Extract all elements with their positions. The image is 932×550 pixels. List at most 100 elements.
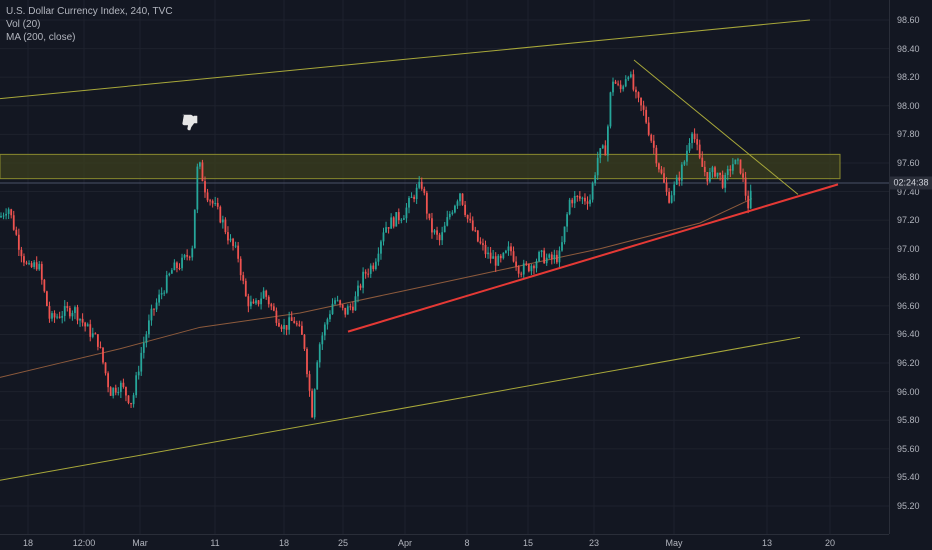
candle-body — [278, 322, 280, 327]
candle-body — [464, 204, 466, 215]
candle-body — [153, 308, 155, 310]
candle-body — [196, 166, 199, 210]
candle-body — [678, 177, 681, 181]
candle-body — [165, 275, 168, 293]
candle-body — [334, 300, 336, 304]
candle-body — [71, 312, 74, 317]
candle-body — [568, 199, 571, 215]
legend-volume-line[interactable]: Vol (20) — [6, 19, 41, 30]
candle-body — [714, 167, 716, 177]
candle-body — [716, 172, 719, 177]
price-axis[interactable]: 95.20 95.40 95.60 95.80 96.00 96.20 96.40 96.60… — [889, 0, 932, 534]
candle-body — [214, 202, 217, 204]
price-tick-label: 96.00 — [897, 386, 920, 397]
candle-body — [298, 324, 301, 326]
candle-body — [484, 244, 487, 255]
candle-body — [132, 395, 135, 405]
candle-body — [698, 144, 701, 158]
candle-body — [89, 324, 92, 337]
candle-body — [742, 173, 744, 178]
candle-body — [591, 183, 594, 200]
candle-body — [267, 296, 270, 305]
candle-body — [581, 197, 584, 199]
candle-body — [288, 317, 291, 330]
candle-body — [517, 266, 520, 274]
candle-body — [104, 362, 107, 374]
candle-body — [329, 314, 331, 320]
candle-body — [58, 316, 61, 318]
candle-body — [275, 310, 278, 323]
candle-body — [86, 324, 89, 327]
candle-body — [614, 81, 617, 84]
candle-body — [622, 86, 625, 90]
candle-body — [109, 387, 112, 396]
time-axis[interactable]: 18 12:00 Mar 11 18 25 Apr 8 15 23 May 13 20 — [0, 534, 889, 550]
candle-body — [53, 313, 56, 318]
candle-body — [10, 209, 13, 216]
moving-average-line — [0, 198, 753, 378]
candle-body — [619, 84, 622, 90]
candle-body — [607, 126, 609, 156]
candle-body — [627, 77, 630, 80]
candle-body — [642, 105, 645, 110]
candle-body — [400, 219, 403, 221]
price-tick-label: 96.60 — [897, 300, 920, 311]
candle-body — [354, 296, 357, 311]
candle-body — [216, 202, 219, 207]
candle-body — [130, 403, 132, 405]
candle-body — [586, 201, 589, 204]
candle-body — [492, 256, 495, 259]
price-tick-label: 97.40 — [897, 186, 920, 197]
candle-body — [749, 190, 752, 209]
legend-symbol-line[interactable]: U.S. Dollar Currency Index, 240, TVC — [6, 6, 173, 17]
candle-body — [163, 292, 166, 294]
candle-body — [336, 300, 339, 302]
candle-body — [181, 257, 183, 269]
candle-body — [545, 257, 548, 264]
time-tick-label: 8 — [464, 538, 470, 548]
candle-body — [107, 373, 109, 388]
candle-body — [387, 227, 390, 229]
candle-body — [629, 74, 632, 78]
price-countdown-label: 02:24:38 — [890, 176, 932, 190]
candle-body — [668, 191, 670, 203]
candle-body — [339, 300, 342, 305]
candle-body — [438, 234, 441, 241]
candle-body — [357, 285, 359, 297]
legend-ma-line[interactable]: MA (200, close) — [6, 32, 76, 43]
candle-body — [507, 246, 510, 251]
candle-body — [731, 164, 734, 171]
candle-body — [102, 347, 104, 363]
candle-body — [369, 265, 372, 274]
candle-body — [283, 325, 285, 330]
candle-body — [688, 143, 691, 151]
candle-body — [497, 255, 500, 266]
time-tick-label: 25 — [337, 538, 349, 548]
candle-body — [257, 300, 260, 305]
candle-body — [451, 212, 454, 214]
candle-body — [505, 250, 507, 253]
time-tick-label: 12:00 — [72, 538, 96, 548]
candle-body — [645, 109, 648, 123]
candle-body — [443, 225, 446, 233]
price-tick-label: 95.60 — [897, 443, 920, 454]
candle-body — [199, 162, 201, 167]
time-tick-label: 20 — [824, 538, 836, 548]
candle-body — [316, 362, 319, 390]
candle-body — [380, 241, 382, 254]
time-tick-label: 15 — [522, 538, 534, 548]
candle-body — [454, 205, 456, 213]
candle-body — [596, 157, 599, 176]
candle-body — [252, 301, 255, 304]
price-tick-label: 98.00 — [897, 100, 920, 111]
falling-trend-line — [633, 59, 799, 195]
candle-body — [499, 255, 502, 259]
thumbs-down-icon[interactable] — [180, 112, 200, 132]
price-tick-label: 97.60 — [897, 157, 920, 168]
candle-body — [145, 334, 148, 343]
candle-body — [374, 261, 377, 270]
candle-body — [79, 318, 81, 321]
candle-body — [117, 392, 120, 394]
candle-body — [91, 333, 94, 337]
